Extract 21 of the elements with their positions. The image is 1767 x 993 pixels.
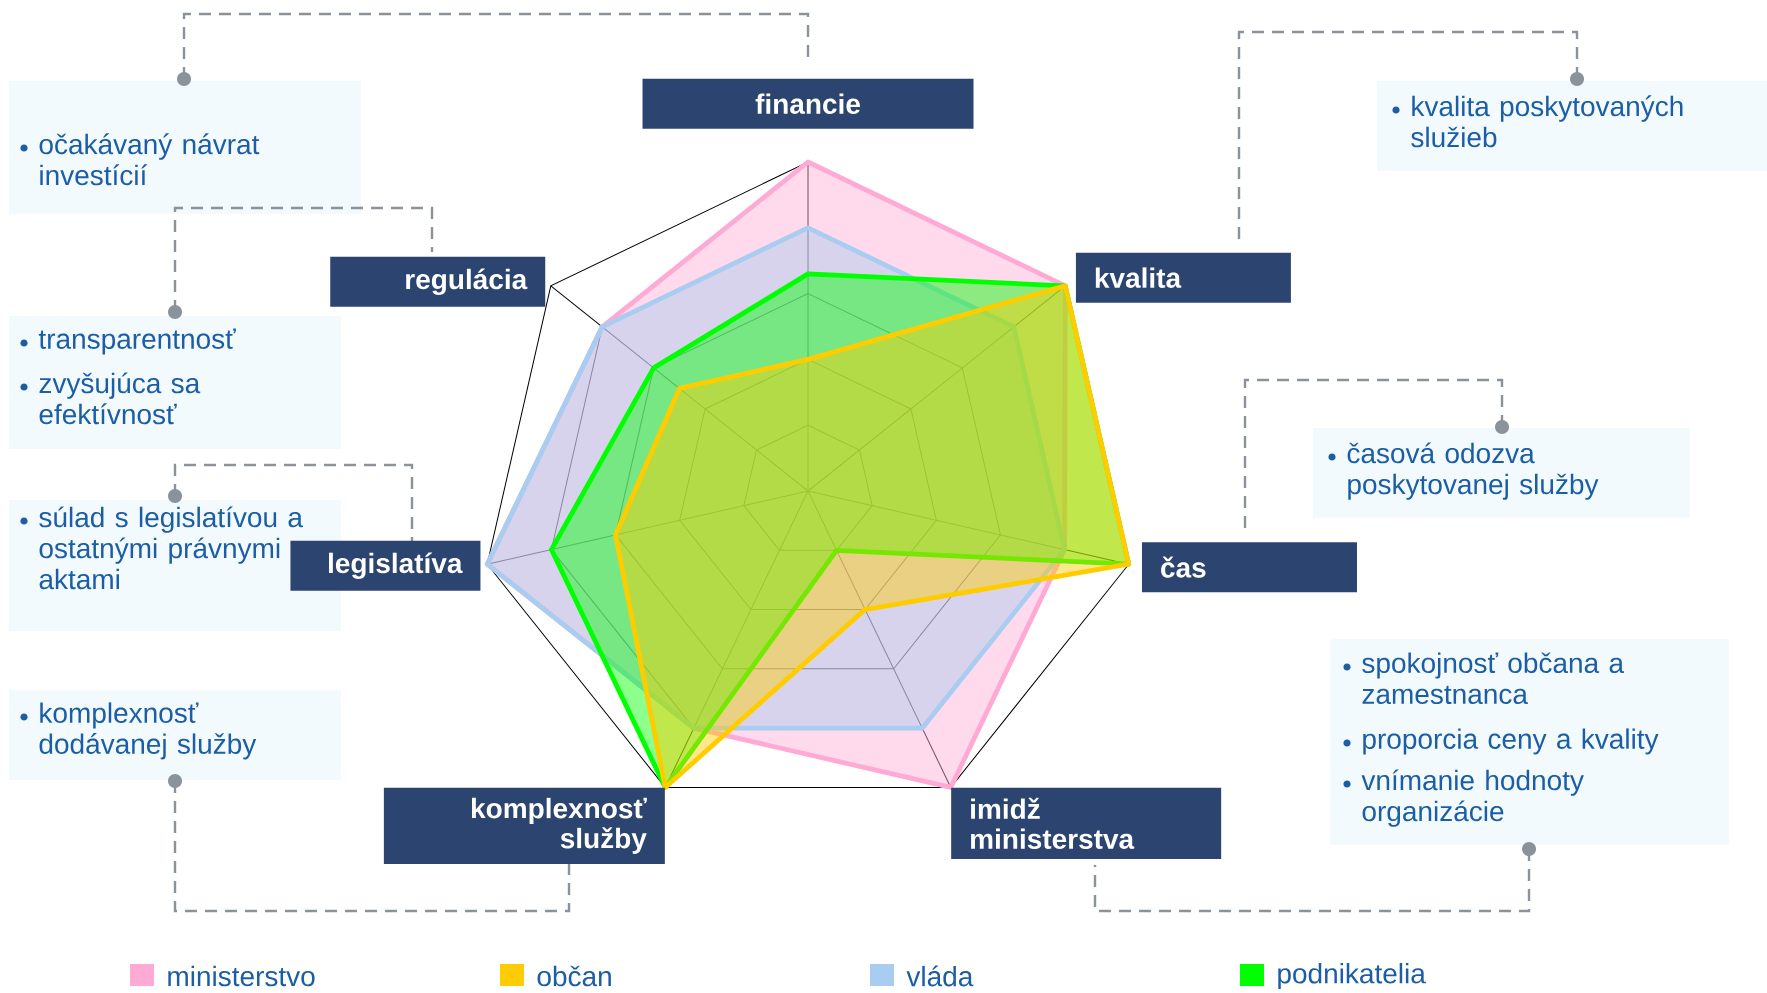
spoke-label: čas [1161,556,1206,578]
spoke-label: regulácia [406,268,528,295]
text: kvalita poskytovaných služieb [1411,95,1683,148]
spoke-label: legislatíva [328,552,463,579]
legend-label: vláda [906,965,974,987]
text: súlad s legislatívou a ostatnými právnymi aktami [39,506,303,590]
spoke-label: kvalita [1095,267,1182,288]
spoke-label: komplexnosť služby [472,797,647,854]
text: proporcia ceny a kvality [1363,728,1659,755]
legend-label: podnikatelia [1278,962,1426,990]
spoke-label: imidž ministerstva [971,797,1135,850]
text: vnímanie hodnoty organizácie [1361,769,1584,827]
legend-label: občan [537,965,611,987]
text: časová odozva poskytovanej služby [1347,442,1599,500]
text: očakávaný návrat investícií [39,133,260,186]
text: komplexnosť dodávanej služby [39,702,257,760]
legend-label: ministerstvo [168,965,315,987]
text: transparentnosť [38,328,236,355]
text: spokojnosť občana a zamestnanca [1362,652,1625,705]
spoke-label: financie [755,93,860,114]
text: zvyšujúca sa efektívnosť [39,372,201,425]
